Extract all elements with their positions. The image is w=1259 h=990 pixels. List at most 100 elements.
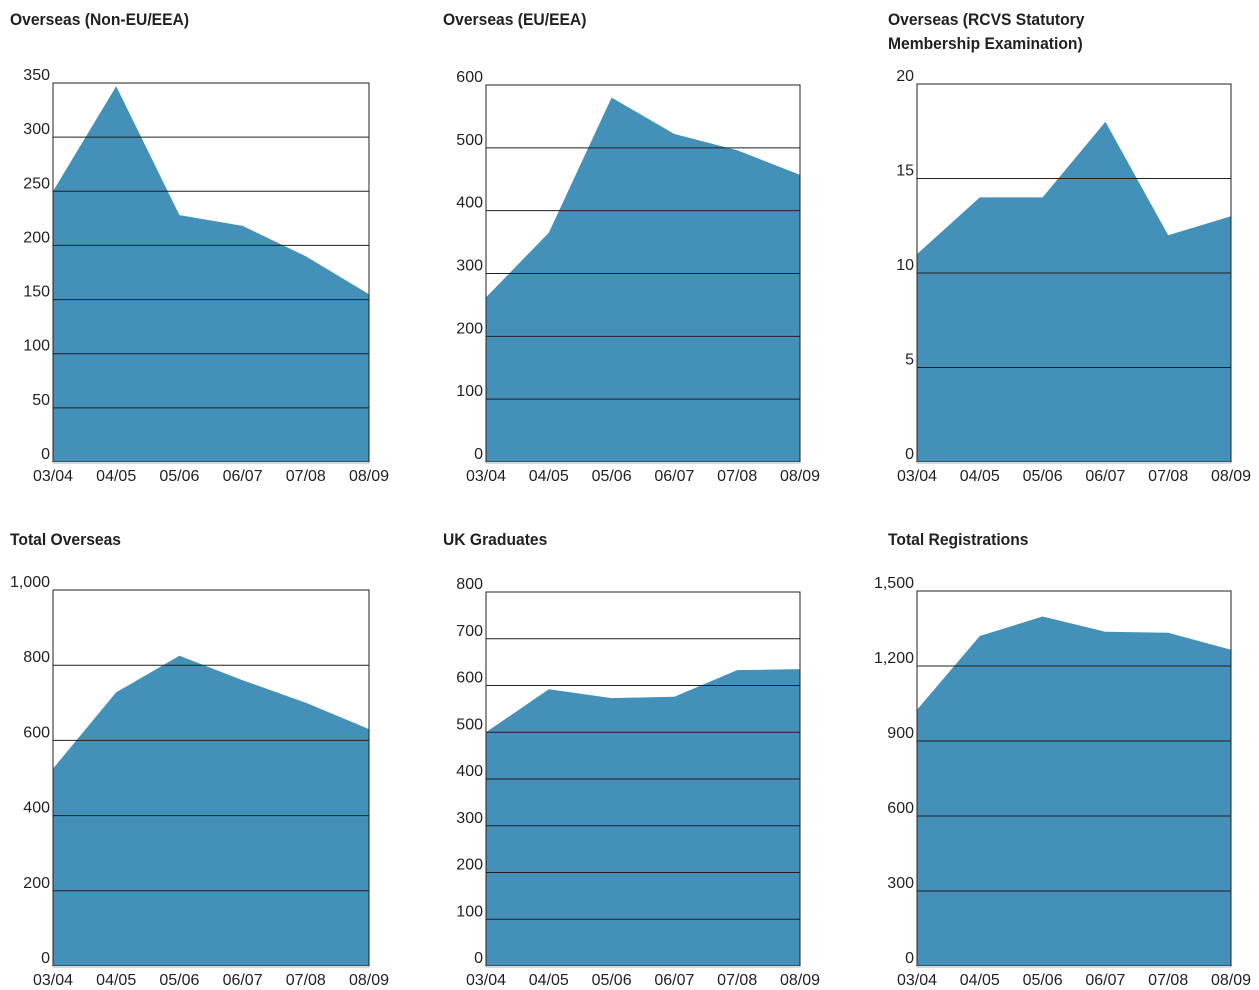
- chart-svg: 0 100 200 300 400 500 600 03/04 04/05 05/06 06/07 0…: [456, 69, 820, 485]
- x-tick-label: 04/05: [96, 468, 136, 485]
- y-tick-label: 900: [887, 725, 914, 742]
- y-tick-label: 800: [456, 576, 483, 593]
- x-tick-label: 08/09: [1211, 468, 1251, 485]
- chart-title-line: UK Graduates: [443, 530, 548, 549]
- y-tick-label: 50: [32, 392, 50, 409]
- y-tick-label: 200: [456, 857, 483, 874]
- area-fill: [917, 121, 1231, 463]
- chart-title-line: Total Overseas: [10, 530, 121, 549]
- y-tick-label: 200: [23, 229, 50, 246]
- x-tick-label: 08/09: [780, 972, 820, 989]
- y-tick-label: 100: [456, 383, 483, 400]
- chart-title-line: Total Registrations: [888, 530, 1029, 549]
- x-tick-label: 08/09: [780, 468, 820, 485]
- y-tick-label: 300: [456, 810, 483, 827]
- x-tick-label: 08/09: [1211, 972, 1251, 989]
- y-tick-label: 250: [23, 175, 50, 192]
- y-tick-label: 20: [896, 68, 914, 85]
- y-tick-label: 500: [456, 132, 483, 149]
- y-tick-label: 0: [474, 950, 483, 967]
- y-tick-label: 800: [23, 649, 50, 666]
- x-tick-label: 07/08: [286, 468, 326, 485]
- x-tick-label: 05/06: [159, 468, 199, 485]
- x-tick-label: 05/06: [159, 972, 199, 989]
- x-tick-label: 06/07: [223, 972, 263, 989]
- y-tick-label: 200: [23, 875, 50, 892]
- y-tick-label: 10: [896, 257, 914, 274]
- x-tick-label: 03/04: [466, 468, 506, 485]
- area-fill: [486, 669, 800, 966]
- x-tick-label: 03/04: [33, 468, 73, 485]
- x-tick-label: 06/07: [1085, 468, 1125, 485]
- chart-svg: 0 50 100 150 200 250 300 350 03/04 04/05 05/06 06/0…: [23, 67, 389, 485]
- y-tick-label: 1,500: [874, 575, 914, 592]
- chart-title-line: Overseas (RCVS Statutory: [888, 10, 1085, 29]
- y-tick-label: 400: [23, 800, 50, 817]
- x-tick-label: 04/05: [529, 468, 569, 485]
- area-fill: [917, 616, 1231, 966]
- y-tick-label: 5: [905, 352, 914, 369]
- y-tick-label: 0: [905, 950, 914, 967]
- x-tick-label: 03/04: [466, 972, 506, 989]
- chart-title-line: Overseas (Non-EU/EEA): [10, 10, 190, 29]
- x-tick-label: 08/09: [349, 468, 389, 485]
- x-tick-label: 07/08: [717, 972, 757, 989]
- chart-svg: 0 200 400 600 800 1,000 03/04 04/05 05/06 06/07 07…: [10, 574, 389, 989]
- y-tick-label: 300: [23, 121, 50, 138]
- x-tick-label: 08/09: [349, 972, 389, 989]
- x-tick-label: 03/04: [897, 972, 937, 989]
- y-tick-label: 300: [887, 875, 914, 892]
- y-tick-label: 350: [23, 67, 50, 84]
- y-tick-label: 300: [456, 258, 483, 275]
- area-fill: [53, 655, 369, 966]
- x-tick-label: 03/04: [33, 972, 73, 989]
- x-tick-label: 04/05: [960, 468, 1000, 485]
- chart-svg: 0 300 600 900 1,200 1,500 03/04 04/05 05/06 06/07…: [874, 575, 1251, 989]
- y-tick-label: 0: [41, 950, 50, 967]
- y-tick-label: 0: [41, 446, 50, 463]
- x-tick-label: 07/08: [717, 468, 757, 485]
- y-tick-label: 15: [896, 163, 914, 180]
- chart-title: Total Overseas: [10, 528, 121, 552]
- y-tick-label: 1,200: [874, 650, 914, 667]
- y-tick-label: 400: [456, 195, 483, 212]
- x-tick-label: 03/04: [897, 468, 937, 485]
- y-tick-label: 100: [456, 903, 483, 920]
- y-tick-label: 600: [456, 670, 483, 687]
- x-tick-label: 04/05: [529, 972, 569, 989]
- chart-svg: 0 5 10 15 20 03/04 04/05 05/06 06/07 07/08 08/09: [896, 68, 1251, 485]
- x-tick-label: 04/05: [960, 972, 1000, 989]
- area-fill: [53, 86, 369, 462]
- y-tick-label: 600: [23, 724, 50, 741]
- x-tick-label: 05/06: [1023, 972, 1063, 989]
- chart-title: Overseas (RCVS Statutory Membership Exam…: [888, 8, 1084, 56]
- y-tick-label: 100: [23, 338, 50, 355]
- y-tick-label: 0: [905, 446, 914, 463]
- chart-svg: 0 100 200 300 400 500 600 700 800 03/04 04/05 05/06…: [456, 576, 820, 989]
- chart-title: Total Registrations: [888, 528, 1028, 552]
- x-tick-label: 06/07: [1085, 972, 1125, 989]
- chart-title-line: Overseas (EU/EEA): [443, 10, 587, 29]
- x-tick-label: 05/06: [592, 972, 632, 989]
- x-tick-label: 06/07: [223, 468, 263, 485]
- chart-title: Overseas (EU/EEA): [443, 8, 586, 32]
- chart-title: UK Graduates: [443, 528, 547, 552]
- x-tick-label: 07/08: [286, 972, 326, 989]
- x-tick-label: 04/05: [96, 972, 136, 989]
- y-tick-label: 150: [23, 284, 50, 301]
- y-tick-label: 600: [887, 800, 914, 817]
- chart-title: Overseas (Non-EU/EEA): [10, 8, 189, 32]
- x-tick-label: 05/06: [592, 468, 632, 485]
- y-tick-label: 600: [456, 69, 483, 86]
- y-tick-label: 0: [474, 446, 483, 463]
- y-tick-label: 200: [456, 320, 483, 337]
- y-tick-label: 1,000: [10, 574, 50, 591]
- x-tick-label: 06/07: [654, 468, 694, 485]
- y-tick-label: 700: [456, 623, 483, 640]
- x-tick-label: 06/07: [654, 972, 694, 989]
- x-tick-label: 05/06: [1023, 468, 1063, 485]
- y-tick-label: 400: [456, 763, 483, 780]
- chart-title-line: Membership Examination): [888, 34, 1083, 53]
- x-tick-label: 07/08: [1148, 468, 1188, 485]
- x-tick-label: 07/08: [1148, 972, 1188, 989]
